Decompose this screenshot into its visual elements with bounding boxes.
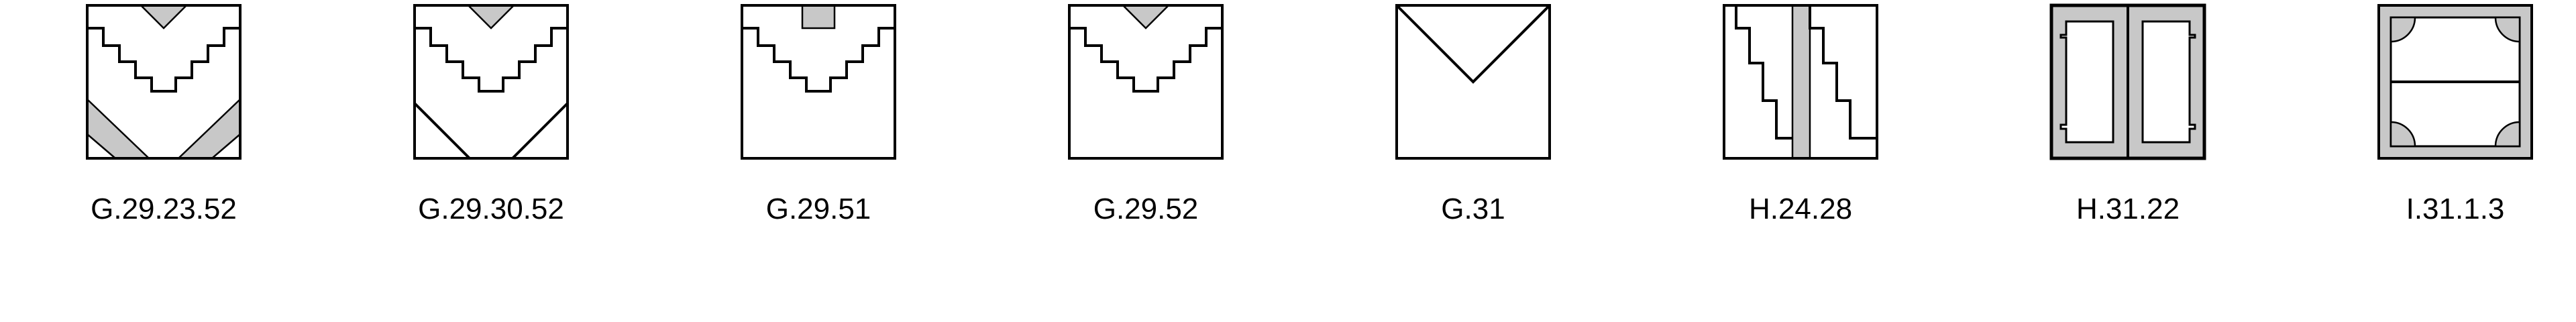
tile-frame: [86, 4, 241, 160]
right-bracket-opening: [2141, 20, 2196, 144]
tile-frame: [1395, 4, 1551, 160]
tile-frame: [2049, 3, 2206, 160]
bottom-left-diagonal: [86, 97, 152, 160]
step-pattern: [87, 27, 240, 93]
top-square-notch: [801, 4, 836, 30]
right-step-line: [1809, 5, 1877, 140]
tile-label: G.29.52: [1093, 193, 1199, 225]
tile-h-24-28: H.24.28: [1723, 4, 1878, 225]
left-step-line: [1735, 5, 1792, 140]
tile-frame: [741, 4, 896, 160]
tile-frame: [1723, 4, 1878, 160]
v-shape: [1395, 4, 1551, 84]
tile-h-31-22: H.31.22: [2049, 3, 2206, 225]
tile-frame: [1068, 4, 1224, 160]
quarter-circle-bottom-right: [2494, 121, 2521, 148]
tile-label: H.24.28: [1749, 193, 1852, 225]
left-bracket-opening: [2059, 20, 2114, 144]
bottom-left-line: [413, 102, 471, 160]
step-pattern: [742, 27, 895, 93]
tile-g-29-23-52: G.29.23.52: [86, 4, 241, 225]
bottom-right-diagonal: [176, 97, 241, 160]
tile-frame: [413, 4, 569, 160]
quarter-circle-top-right: [2494, 16, 2521, 43]
tile-label: H.31.22: [2076, 193, 2180, 225]
quarter-circle-top-left: [2390, 16, 2416, 43]
tile-g-29-52: G.29.52: [1068, 4, 1224, 225]
tile-label: G.29.30.52: [418, 193, 564, 225]
bottom-right-line: [511, 102, 569, 160]
tile-label: G.29.51: [766, 193, 871, 225]
top-triangle-notch: [466, 4, 517, 30]
tile-i-31-1-3: I.31.1.3: [2377, 4, 2533, 225]
tile-label: I.31.1.3: [2406, 193, 2505, 225]
step-pattern: [1069, 27, 1222, 93]
tile-frame: [2377, 4, 2533, 160]
tile-g-31: G.31: [1395, 4, 1551, 225]
tile-label: G.29.23.52: [91, 193, 237, 225]
tile-g-29-30-52: G.29.30.52: [413, 4, 569, 225]
step-pattern: [415, 27, 568, 93]
top-triangle-notch: [138, 4, 189, 30]
quarter-circle-bottom-left: [2390, 121, 2416, 148]
center-vertical-bar: [1791, 4, 1811, 160]
tile-g-29-51: G.29.51: [741, 4, 896, 225]
top-triangle-notch: [1120, 4, 1171, 30]
tile-label: G.31: [1441, 193, 1505, 225]
